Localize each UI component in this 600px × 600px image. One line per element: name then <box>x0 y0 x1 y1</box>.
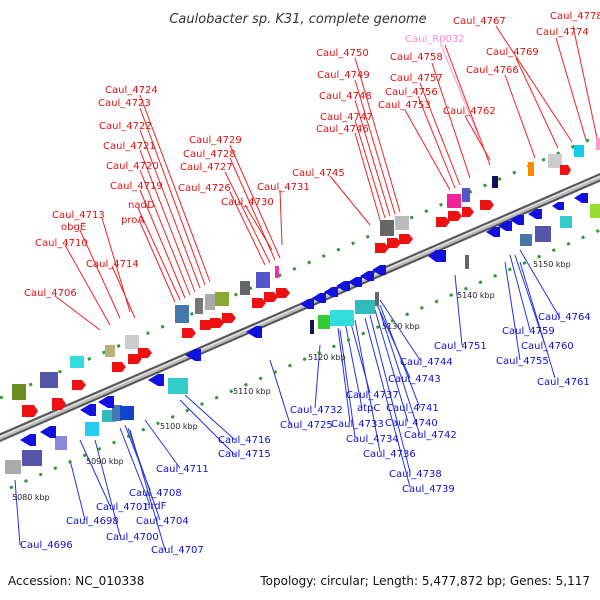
gene-label: Caul_4756 <box>385 87 438 98</box>
gene-label: nadD <box>128 200 155 211</box>
gene-label: Caul_4698 <box>66 516 119 527</box>
gene-label: Caul_4716 <box>218 435 271 446</box>
gene-label: Caul_4767 <box>453 16 506 27</box>
gene-label: Caul_4778 <box>550 11 600 22</box>
gene-label: Caul_4696 <box>20 540 73 551</box>
gene-label: Caul_4710 <box>35 238 88 249</box>
gene-label: Caul_4769 <box>486 47 539 58</box>
genome-summary: Topology: circular; Length: 5,477,872 bp… <box>259 574 590 588</box>
gene-label: Caul_4759 <box>502 326 555 337</box>
bottom-connectors <box>14 249 561 551</box>
gene-label: Caul_4730 <box>221 197 274 208</box>
gene-label: Caul_4758 <box>390 52 443 63</box>
gene-label: Caul_4719 <box>110 181 163 192</box>
tick-label: 5110 kbp <box>233 387 271 396</box>
gene-label: Caul_4736 <box>363 449 416 460</box>
tick-label: 5130 kbp <box>382 322 420 331</box>
gene-label: Caul_4700 <box>106 532 159 543</box>
gene-label: Caul_R0032 <box>405 34 465 45</box>
tick-label: 5090 kbp <box>86 457 124 466</box>
gene-label: Caul_4743 <box>388 374 441 385</box>
gene-label: Caul_4748 <box>319 91 372 102</box>
gene-label: Caul_4755 <box>496 356 549 367</box>
gene-label: nrdF <box>144 501 167 512</box>
gene-label: Caul_4738 <box>389 469 442 480</box>
gene-label: Caul_4711 <box>156 464 209 475</box>
gene-label: Caul_4774 <box>536 27 589 38</box>
tick-label: 5080 kbp <box>12 493 50 502</box>
tick-label: 5140 kbp <box>457 291 495 300</box>
map-title: Caulobacter sp. K31, complete genome <box>169 12 426 27</box>
gene-label: obgE <box>61 222 86 233</box>
accession-text: Accession: NC_010338 <box>8 574 144 588</box>
gene-label: atpC <box>357 403 380 414</box>
gene-label: Caul_4750 <box>316 48 369 59</box>
reverse-genes <box>5 204 600 474</box>
gene-label: Caul_4733 <box>331 419 384 430</box>
gene-label: Caul_4764 <box>538 312 591 323</box>
gene-label: Caul_4708 <box>129 488 182 499</box>
gene-label: Caul_4732 <box>290 405 343 416</box>
gene-label: Caul_4766 <box>466 65 519 76</box>
gene-label: Caul_4760 <box>521 341 574 352</box>
gene-label: Caul_4757 <box>390 73 443 84</box>
gene-label: Caul_4739 <box>402 484 455 495</box>
tick-label: 5150 kbp <box>533 260 571 269</box>
forward-arrows <box>22 165 571 417</box>
gene-label: Caul_4720 <box>106 161 159 172</box>
gene-label: Caul_4761 <box>537 377 590 388</box>
gene-label: Caul_4749 <box>317 70 370 81</box>
gene-label: Caul_4737 <box>346 390 399 401</box>
gene-label: Caul_4704 <box>136 516 189 527</box>
kbp-ticks: 5080 kbp 5090 kbp 5100 kbp 5110 kbp 5120… <box>12 260 571 502</box>
forward-genes <box>12 138 600 400</box>
tick-ribbons <box>0 133 600 490</box>
gene-label: Caul_4734 <box>346 434 399 445</box>
gene-label: Caul_4707 <box>151 545 204 556</box>
gene-label: Caul_4753 <box>378 100 431 111</box>
genome-backbone <box>0 172 600 443</box>
gene-label: Caul_4701 <box>96 502 149 513</box>
gene-label: Caul_4728 <box>183 149 236 160</box>
gene-label: Caul_4745 <box>292 168 345 179</box>
gene-label: Caul_4714 <box>86 259 139 270</box>
gene-label: Caul_4742 <box>404 430 457 441</box>
gene-label: Caul_4715 <box>218 449 271 460</box>
gene-label: Caul_4741 <box>386 403 439 414</box>
gene-label: Caul_4751 <box>434 341 487 352</box>
gene-label: proA <box>121 215 144 226</box>
tick-label: 5100 kbp <box>160 422 198 431</box>
gene-label: Caul_4723 <box>98 98 151 109</box>
gene-label: Caul_4722 <box>99 121 152 132</box>
gene-label: Caul_4713 <box>52 210 105 221</box>
gene-label: Caul_4725 <box>280 420 333 431</box>
rna-connector <box>439 41 481 141</box>
top-gene-labels: Caul_4778 Caul_4774 Caul_4767 Caul_4769 … <box>24 11 600 299</box>
gene-label: Caul_4747 <box>320 112 373 123</box>
gene-label: Caul_4762 <box>443 106 496 117</box>
gene-label: Caul_4729 <box>189 135 242 146</box>
gene-label: Caul_4726 <box>178 183 231 194</box>
gene-label: Caul_4740 <box>385 418 438 429</box>
gene-label: Caul_4706 <box>24 288 77 299</box>
top-connectors <box>54 25 598 331</box>
gene-label: Caul_4746 <box>316 124 369 135</box>
gene-label: Caul_4744 <box>400 357 453 368</box>
bottom-gene-labels: Caul_4764 Caul_4759 Caul_4760 Caul_4755 … <box>20 312 591 556</box>
gene-label: Caul_4731 <box>257 182 310 193</box>
gene-label: Caul_4721 <box>103 141 156 152</box>
tick-label: 5120 kbp <box>308 353 346 362</box>
gene-label: Caul_4724 <box>105 85 158 96</box>
gene-label: Caul_4727 <box>180 162 233 173</box>
reverse-arrows <box>20 193 588 446</box>
